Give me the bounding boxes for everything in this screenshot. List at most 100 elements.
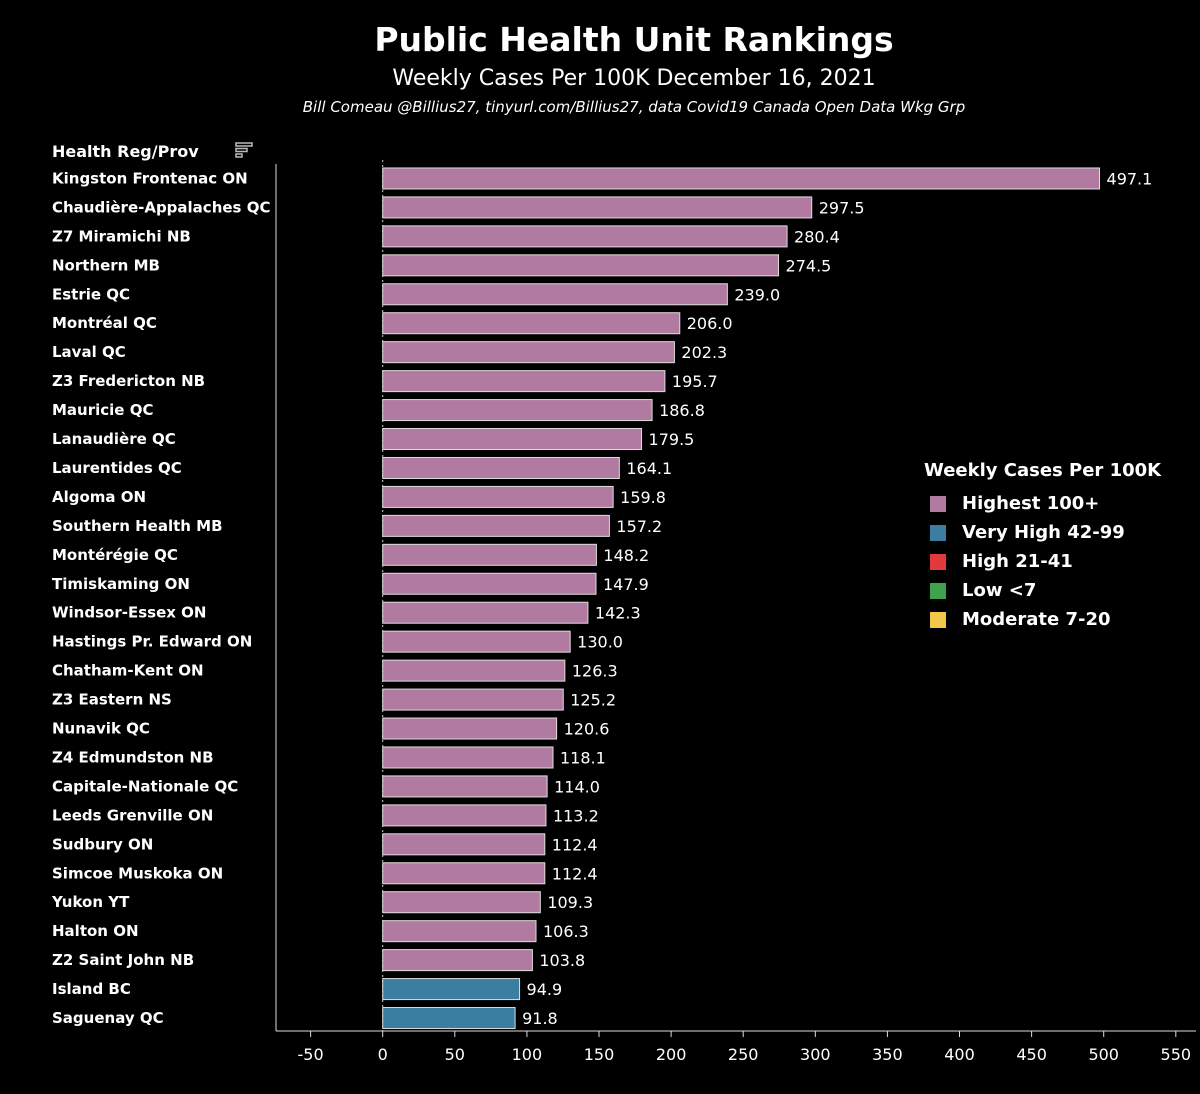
legend-item-very-high[interactable]: Very High 42-99 [924, 518, 1161, 547]
value-label: 113.2 [553, 806, 599, 825]
bar [382, 399, 653, 422]
category-label: Timiskaming ON [52, 575, 190, 593]
value-label: 91.8 [522, 1009, 558, 1028]
legend-label: Very High 42-99 [962, 522, 1125, 543]
sort-descending-icon[interactable] [235, 142, 253, 158]
category-label: Island BC [52, 980, 131, 998]
x-tick-label: 550 [1161, 1045, 1192, 1064]
category-label: Laval QC [52, 343, 126, 361]
bar [382, 167, 1101, 190]
legend-swatch [930, 611, 946, 628]
x-tick-label: 100 [512, 1045, 543, 1064]
bar [382, 543, 597, 566]
value-label: 202.3 [681, 343, 727, 362]
legend: Weekly Cases Per 100K Highest 100+ Very … [924, 460, 1161, 634]
value-label: 186.8 [659, 401, 705, 420]
value-label: 109.3 [547, 893, 593, 912]
value-label: 148.2 [603, 546, 649, 565]
legend-label: High 21-41 [962, 551, 1073, 572]
category-label: Z4 Edmundston NB [52, 748, 214, 766]
value-label: 157.2 [616, 517, 662, 536]
value-label: 274.5 [786, 256, 832, 275]
legend-item-low[interactable]: Low <7 [924, 576, 1161, 605]
legend-swatch [930, 524, 946, 541]
value-label: 106.3 [543, 922, 589, 941]
x-tick-label: 450 [1016, 1045, 1047, 1064]
bar [382, 804, 547, 827]
value-label: 195.7 [672, 372, 718, 391]
value-label: 297.5 [819, 198, 865, 217]
bar [382, 514, 610, 537]
legend-item-moderate[interactable]: Moderate 7-20 [924, 605, 1161, 634]
chart-title: Public Health Unit Rankings [374, 20, 894, 59]
x-tick-label: 150 [584, 1045, 615, 1064]
value-label: 94.9 [527, 980, 563, 999]
value-label: 112.4 [552, 864, 598, 883]
legend-swatch [930, 582, 946, 599]
category-label: Z2 Saint John NB [52, 951, 194, 969]
bar [382, 775, 548, 798]
bar [382, 1007, 516, 1030]
category-label: Sudbury ON [52, 835, 153, 853]
value-label: 118.1 [560, 748, 606, 767]
legend-item-highest[interactable]: Highest 100+ [924, 489, 1161, 518]
value-label: 159.8 [620, 488, 666, 507]
category-label: Leeds Grenville ON [52, 806, 213, 824]
value-label: 142.3 [595, 604, 641, 623]
legend-label: Highest 100+ [962, 493, 1100, 514]
x-tick-label: 400 [944, 1045, 975, 1064]
bar [382, 456, 620, 479]
value-label: 147.9 [603, 575, 649, 594]
value-label: 206.0 [687, 314, 733, 333]
value-label: 114.0 [554, 777, 600, 796]
bar [382, 283, 728, 306]
legend-label: Low <7 [962, 580, 1037, 601]
category-label: Windsor-Essex ON [52, 604, 206, 622]
x-tick-label: 350 [872, 1045, 903, 1064]
value-label: 280.4 [794, 227, 840, 246]
category-label: Chaudière-Appalaches QC [52, 198, 270, 216]
value-label: 130.0 [577, 633, 623, 652]
bar [382, 196, 813, 219]
category-label: Southern Health MB [52, 517, 223, 535]
bar [382, 225, 788, 248]
category-label: Z3 Eastern NS [52, 691, 172, 709]
bar [382, 833, 546, 856]
category-label: Mauricie QC [52, 401, 153, 419]
legend-item-high[interactable]: High 21-41 [924, 547, 1161, 576]
bar [382, 688, 564, 711]
value-label: 179.5 [649, 430, 695, 449]
value-label: 103.8 [539, 951, 585, 970]
bar [382, 746, 554, 769]
bar [382, 862, 546, 885]
bar [382, 949, 533, 972]
x-tick-label: 0 [378, 1045, 388, 1064]
category-label: Chatham-Kent ON [52, 662, 204, 680]
value-label: 120.6 [564, 720, 610, 739]
bar [382, 630, 571, 653]
bar [382, 341, 675, 364]
value-label: 239.0 [734, 285, 780, 304]
category-label: Northern MB [52, 256, 160, 274]
bar [382, 485, 614, 508]
category-label: Yukon YT [51, 893, 130, 911]
category-label: Z3 Fredericton NB [52, 372, 205, 390]
bar [382, 370, 666, 393]
category-label: Kingston Frontenac ON [52, 169, 248, 187]
bar [382, 572, 597, 595]
x-tick-label: 500 [1088, 1045, 1119, 1064]
bar [382, 428, 643, 451]
bar [382, 254, 780, 277]
bar [382, 312, 681, 335]
category-label: Halton ON [52, 922, 139, 940]
bar [382, 717, 558, 740]
x-tick-label: 50 [445, 1045, 465, 1064]
bar [382, 601, 589, 624]
category-label: Hastings Pr. Edward ON [52, 633, 252, 651]
legend-swatch [930, 495, 946, 512]
bar [382, 920, 537, 943]
x-tick-label: 200 [656, 1045, 687, 1064]
category-label: Montréal QC [52, 314, 157, 332]
bar [382, 978, 521, 1001]
category-label: Z7 Miramichi NB [52, 227, 191, 245]
